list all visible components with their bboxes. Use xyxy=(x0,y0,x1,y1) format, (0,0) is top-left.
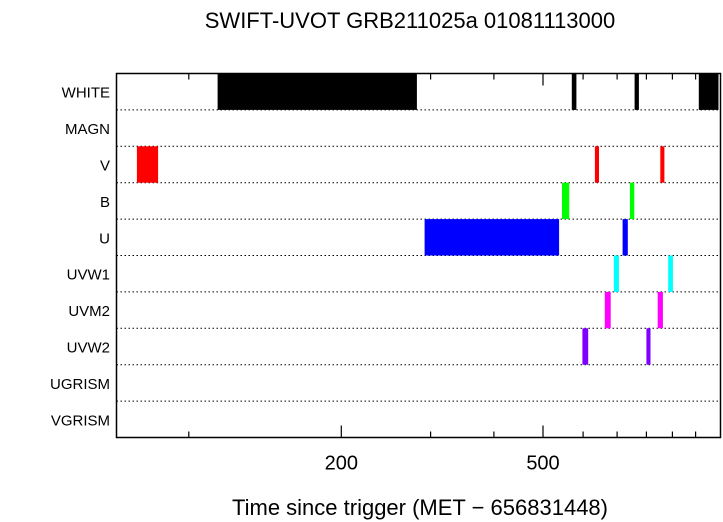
plot-frame xyxy=(115,72,722,439)
exposure-bar-u-1 xyxy=(424,219,560,256)
exposure-bar-v-3 xyxy=(660,146,665,183)
exposure-bar-white-2 xyxy=(571,73,577,110)
exposure-bars xyxy=(136,73,719,365)
row-label-magn: MAGN xyxy=(65,121,110,138)
x-tick-label-200: 200 xyxy=(325,453,358,475)
row-label-u: U xyxy=(99,230,110,247)
exposure-bar-b-1 xyxy=(562,182,570,220)
exposure-bar-uvw1-1 xyxy=(613,255,619,292)
exposure-bar-white-4 xyxy=(698,73,719,110)
row-label-uvm2: UVM2 xyxy=(68,303,110,320)
exposure-bar-u-2 xyxy=(622,219,628,256)
exposure-bar-v-1 xyxy=(136,146,159,183)
row-label-ugrism: UGRISM xyxy=(50,376,110,393)
row-label-vgrism: VGRISM xyxy=(51,412,110,429)
chart-title: SWIFT-UVOT GRB211025a 01081113000 xyxy=(205,8,616,33)
row-label-white: WHITE xyxy=(62,85,110,102)
x-axis-ticks: 200 500 xyxy=(188,73,697,475)
row-label-v: V xyxy=(100,158,110,175)
exposure-bar-uvm2-2 xyxy=(657,291,663,329)
exposure-bar-b-2 xyxy=(629,182,635,220)
row-label-uvw1: UVW1 xyxy=(67,267,110,284)
exposure-bar-uvw1-2 xyxy=(668,255,673,292)
exposure-bar-white-1 xyxy=(217,73,417,110)
exposure-bar-white-3 xyxy=(634,73,639,110)
exposure-bar-uvm2-1 xyxy=(604,291,611,329)
row-label-uvw2: UVW2 xyxy=(67,340,110,357)
x-axis-label: Time since trigger (MET − 656831448) xyxy=(232,495,608,520)
exposure-bar-uvw2-1 xyxy=(582,328,589,365)
x-tick-label-500: 500 xyxy=(526,453,559,475)
row-label-b: B xyxy=(100,194,110,211)
exposure-bar-uvw2-2 xyxy=(646,328,651,365)
filter-rows: WHITE MAGN V B U UVW1 UVM2 UVW2 UGRISM VGRISM xyxy=(50,85,721,429)
exposure-bar-v-2 xyxy=(594,146,599,183)
